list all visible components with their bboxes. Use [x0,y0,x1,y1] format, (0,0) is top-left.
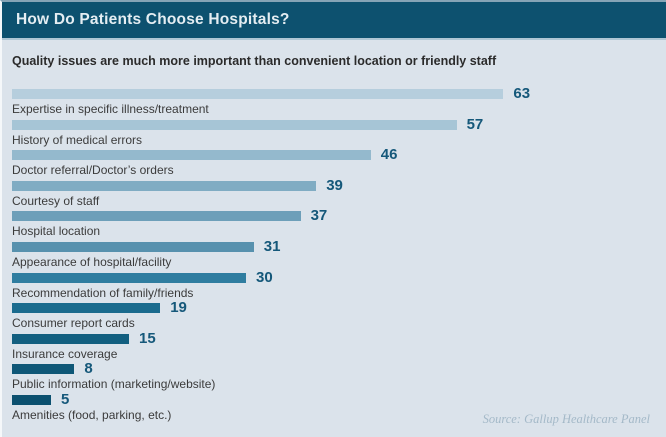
bar-label: Hospital location [12,224,101,239]
bar-line: 31 [12,237,666,255]
bar-line: 46 [12,146,666,164]
bar-label: Public information (marketing/website) [12,377,216,392]
bar [12,241,254,252]
bar-row: 57 History of medical errors [12,115,666,150]
bar-row: 19 Consumer report cards [12,299,666,333]
bar-label: Appearance of hospital/facility [12,254,172,269]
bar [12,364,75,375]
bar-row: 5 Amenities (food, parking, etc.) [12,390,666,425]
bar-value: 31 [263,237,281,255]
title-band: How Do Patients Choose Hospitals? [2,2,666,40]
bar-label: Amenities (food, parking, etc.) [12,407,172,422]
bar-label: Insurance coverage [12,346,118,361]
bar [12,211,301,222]
bar [12,272,246,283]
bar [12,303,161,314]
bar-row: 46 Doctor referral/Doctor’s orders [12,146,666,180]
bar-line: 5 [12,390,666,408]
bar-line: 8 [12,360,666,378]
bar-row: 63 Expertise in specific illness/treatmen… [12,85,666,119]
bar-chart: 63 Expertise in specific illness/treatmen… [12,85,666,425]
bar-line: 30 [12,268,666,286]
bar-label: Recommendation of family/friends [12,285,194,300]
chart-subtitle: Quality issues are much more important t… [12,54,497,68]
bar-row: 8 Public information (marketing/website) [12,360,666,394]
bar-line: 57 [12,115,666,133]
bar-value: 37 [310,207,328,225]
bar [12,333,129,344]
page-title: How Do Patients Choose Hospitals? [16,11,290,28]
bar-value: 8 [84,360,93,378]
bar-value: 15 [139,329,156,347]
bar-value: 5 [61,390,70,408]
bar-row: 39 Courtesy of staff [12,176,666,211]
bar-line: 19 [12,299,666,317]
bar-value: 57 [466,115,484,133]
bar [12,89,504,99]
bar-row: 30 Recommendation of family/friends [12,268,666,303]
bar-line: 37 [12,207,666,225]
bar-line: 15 [12,329,666,347]
bar-label: Expertise in specific illness/treatment [12,102,209,116]
bar-value: 39 [326,176,343,194]
source-note: Source: Gallup Healthcare Panel [482,412,650,426]
bar-row: 15 Insurance coverage [12,329,666,364]
bar [12,394,51,405]
bar-line: 63 [12,85,666,102]
bar-value: 46 [380,146,398,164]
bar-value: 30 [256,268,273,286]
bar-row: 37 Hospital location [12,207,666,241]
bar-value: 19 [170,299,187,317]
bar-label: Consumer report cards [12,316,135,331]
bar-value: 63 [513,85,531,102]
bar-label: Doctor referral/Doctor’s orders [12,163,174,178]
bar-row: 31 Appearance of hospital/facility [12,237,666,272]
bar-label: History of medical errors [12,132,143,147]
bar [12,150,371,161]
bar [12,180,317,191]
bar [12,119,457,130]
bar-label: Courtesy of staff [12,193,100,208]
bar-line: 39 [12,176,666,194]
